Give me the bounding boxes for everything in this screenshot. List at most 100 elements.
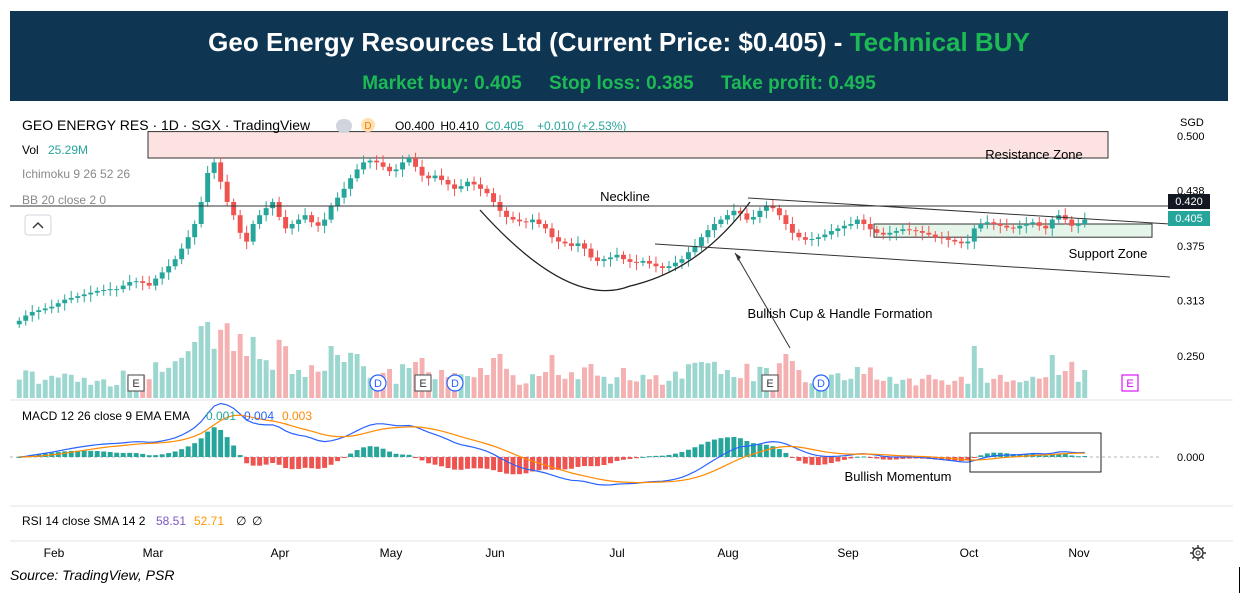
candle-body (861, 219, 867, 224)
macd-hist-bar (562, 457, 568, 470)
volume-bar (244, 356, 250, 398)
event-marker-letter: E (1126, 378, 1133, 390)
candle-body (848, 224, 854, 226)
candle-body (653, 263, 659, 267)
macd-hist-bar (1056, 453, 1062, 457)
toggle-pill[interactable] (336, 119, 352, 133)
volume-bar (361, 366, 367, 398)
volume-bar (556, 375, 561, 398)
macd-hist-bar (575, 457, 581, 467)
volume-bar (653, 375, 659, 398)
macd-hist-bar (887, 457, 893, 460)
candle-body (413, 158, 419, 167)
macd-hist-bar (601, 457, 607, 466)
time-axis[interactable]: Feb Mar Apr May Jun Jul Aug Sep Oct Nov (44, 546, 1090, 560)
volume-bar (776, 363, 782, 398)
candle-body (452, 184, 458, 189)
candle-body (809, 238, 815, 240)
volume-bar (627, 380, 633, 398)
volume-bar (991, 378, 997, 398)
candle-body (185, 237, 191, 249)
macd-hist-bar (582, 457, 587, 467)
macd-hist-bar (393, 453, 399, 457)
volume-bar (835, 373, 841, 398)
macd-hist-bar (893, 457, 899, 460)
candle-body (88, 292, 94, 295)
macd-hist-bar (711, 439, 717, 457)
macd-hist-bar (205, 431, 211, 457)
macd-hist-bar (620, 457, 626, 460)
candle-body (582, 243, 587, 249)
candle-body (1043, 225, 1049, 229)
neckline-label: Neckline (600, 189, 650, 204)
event-marker-letter: E (132, 378, 139, 390)
macd-hist-bar (348, 453, 354, 457)
candle-body (828, 231, 834, 235)
volume-bar (867, 367, 873, 398)
candle-body (1069, 219, 1075, 226)
candle-body (374, 160, 380, 163)
volume-bar (614, 377, 620, 398)
volume-bar (1043, 377, 1049, 398)
macd-hist-bar (984, 453, 990, 457)
volume-bar (348, 352, 354, 398)
candle-body (1017, 225, 1023, 229)
event-marker-letter: D (451, 378, 459, 390)
collapse-legend-button[interactable] (24, 214, 52, 236)
text-cursor (1239, 567, 1240, 593)
volume-bar (536, 376, 542, 398)
volume-bar (393, 383, 399, 398)
macd-hist-bar (198, 438, 204, 457)
volume-bar (328, 346, 334, 398)
volume-bar (848, 378, 854, 398)
candle-body (380, 162, 386, 167)
volume-bar (595, 375, 600, 398)
candle-body (244, 232, 250, 242)
candle-body (120, 285, 126, 290)
macd-hist-bar (705, 441, 711, 457)
settings-gear-icon[interactable] (1190, 545, 1206, 561)
vol-value: 25.29M (48, 143, 88, 157)
candle-body (815, 237, 821, 239)
volume-bar (783, 354, 789, 398)
candle-body (991, 222, 997, 224)
volume-bar (497, 354, 503, 398)
candle-body (971, 228, 977, 242)
macd-hist-bar (387, 451, 393, 457)
candle-body (153, 278, 159, 286)
headline-title: Geo Energy Resources Ltd (Current Price:… (208, 27, 1030, 57)
candle-body (133, 281, 139, 283)
volume-bar (828, 374, 834, 398)
macd-hist-bar (380, 448, 386, 457)
candle-body (510, 216, 516, 220)
earnings-marker (1121, 374, 1139, 392)
candle-body (1075, 224, 1081, 226)
volume-bar (718, 374, 724, 398)
macd-hist-bar (809, 457, 815, 465)
ohlc-readout: O0.400 H0.410 C0.405 (395, 119, 524, 133)
price-tag-high-text: 0.420 (1175, 196, 1203, 208)
volume-bar (919, 378, 925, 398)
source-caption: Source: TradingView, PSR (10, 567, 175, 583)
volume-bar (367, 377, 373, 398)
candle-body (1030, 222, 1036, 224)
candle-body (393, 169, 399, 172)
macd-hist-bar (491, 457, 496, 471)
candle-body (900, 229, 906, 232)
candle-body (348, 178, 354, 189)
tradingview-chart[interactable]: Resistance Zone Neckline Support Zone Bu… (10, 110, 1233, 565)
candle-body (575, 243, 581, 246)
currency-selector[interactable]: SGD (1180, 117, 1204, 129)
macd-hist-bar (595, 457, 600, 467)
macd-hist-bar (237, 455, 243, 457)
candle-body (867, 224, 873, 230)
macd-hist-bar (426, 457, 432, 464)
volume-bar (601, 376, 607, 398)
macd-hist-bar (224, 437, 230, 457)
candle-body (1049, 219, 1055, 229)
cup-handle-label: Bullish Cup & Handle Formation (748, 306, 933, 321)
macd-hist-bar (374, 446, 380, 457)
macd-hist-bar (458, 457, 464, 470)
